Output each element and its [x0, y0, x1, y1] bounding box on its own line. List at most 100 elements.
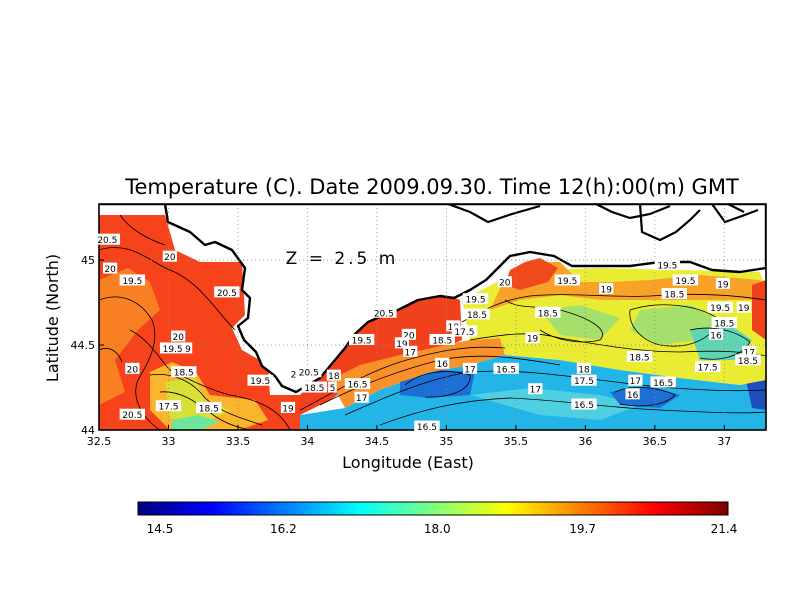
contour-label-box: [654, 259, 681, 271]
contour-label: 17: [403, 345, 418, 358]
contour-label-box: [462, 293, 489, 305]
contour-label: 17: [742, 345, 757, 358]
contour-label: 17.5: [451, 325, 478, 338]
contour-label-text: 19.5: [557, 277, 577, 287]
contour-label-box: [280, 401, 296, 413]
x-tick-label: 32.5: [87, 435, 112, 448]
contour-label: 17: [528, 383, 543, 396]
contour-label-text: 17: [744, 348, 755, 358]
contour-label-text: 19.5: [657, 262, 677, 272]
sea-of-azov-coast: [447, 204, 759, 242]
contour-label: 20.5: [371, 306, 397, 319]
contour-label-box: [354, 391, 369, 403]
contour-label-text: 16: [710, 331, 722, 341]
contour-label-box: [155, 400, 182, 412]
contour-label-box: [394, 337, 410, 349]
crimea-peninsula: [99, 204, 766, 394]
contour-label: 19: [394, 337, 410, 350]
contour-label-text: 20: [403, 331, 415, 341]
contour-label: 19.5: [654, 259, 681, 272]
x-axis-ticks: 32.5 33 33.5 34 34.5 35 35.5 36 36.5 37: [87, 425, 731, 448]
contour-label-text: 20.5: [299, 369, 319, 379]
contour-label-box: [171, 366, 197, 378]
contour-label: 20: [401, 328, 416, 341]
contour-label-box: [554, 274, 580, 286]
contour-label-box: [119, 408, 146, 420]
colorbar-tick-label: 16.2: [270, 522, 297, 536]
contour-label-box: [736, 301, 751, 313]
contour-label: 20.5: [94, 233, 121, 246]
contour-label-box: [119, 274, 146, 286]
colorbar-ticks: 14.5 16.2 18.0 19.7 21.4: [147, 522, 738, 536]
contour-label-text: 19: [600, 285, 612, 295]
contour-label-text: 18.5: [304, 384, 324, 394]
contour-label-box: [462, 362, 478, 374]
contour-label: 16.5: [344, 378, 371, 391]
contour-label: 2: [289, 367, 298, 380]
contour-label-text: 18.5: [174, 369, 194, 379]
colorbar-tick-label: 21.4: [711, 522, 738, 536]
contour-label: 16: [708, 328, 724, 341]
contour-label-text: 16: [627, 391, 639, 401]
contour-label-text: 16.5: [417, 423, 437, 433]
contour-label-text: 18: [578, 365, 590, 375]
contour-label-box: [159, 342, 186, 354]
contour-label-box: [301, 381, 328, 393]
contour-label-text: 19.5: [250, 377, 270, 387]
y-tick-label: 44: [81, 424, 95, 437]
contour-label: 18.5: [196, 401, 222, 414]
contour-label: 19.5: [247, 374, 273, 387]
contour-label-text: 18: [328, 372, 340, 382]
contour-label-text: 18.5: [432, 336, 452, 346]
contour-label-box: [326, 369, 341, 381]
contour-label: 20.5: [214, 286, 240, 299]
contour-label-box: [103, 262, 118, 274]
contour-label-text: 17: [356, 394, 367, 404]
contour-label: 19.5: [554, 274, 580, 287]
colorbar-tick-label: 14.5: [147, 522, 174, 536]
contour-label-box: [742, 345, 757, 357]
contour-label-box: [735, 354, 761, 366]
contour-label: 17.5: [155, 400, 182, 413]
contour-label: 17: [354, 391, 369, 404]
contour-label-text: 18.5: [664, 291, 684, 301]
contour-label-text: 19.5: [163, 345, 183, 355]
y-tick-label: 44.5: [71, 339, 96, 352]
contour-label: 18.5: [429, 333, 455, 346]
colorbar-tick-label: 18.0: [424, 522, 451, 536]
contour-label-box: [528, 383, 543, 395]
contour-label: 19: [736, 301, 751, 314]
contour-label-text: 19: [282, 404, 294, 414]
contour-label-text: 17.5: [574, 377, 594, 387]
y-tick-label: 45: [81, 254, 95, 267]
contour-label: 19.5: [159, 342, 186, 355]
contour-label-box: [183, 342, 193, 354]
contour-label-box: [711, 316, 738, 328]
contour-label: 19.5: [119, 274, 146, 287]
contour-label-text: 18.5: [538, 309, 558, 319]
contour-label-text: 19: [396, 340, 408, 350]
contour-label: 18.5: [301, 381, 328, 394]
contour-label-box: [171, 330, 186, 342]
contour-label-box: [694, 361, 721, 373]
contour-label-text: 18.5: [714, 319, 734, 329]
contour-label-text: 16.5: [347, 381, 367, 391]
contour-label-text: 19.5: [352, 336, 372, 346]
contour-label: 9: [183, 342, 193, 355]
contour-label-box: [576, 362, 592, 374]
contour-label-text: 17: [405, 348, 416, 358]
contour-label-box: [371, 306, 397, 318]
contour-label: 19: [715, 277, 731, 290]
colorbar-tick-label: 19.7: [569, 522, 596, 536]
x-tick-label: 34.5: [365, 435, 390, 448]
contour-label-text: 18.5: [467, 311, 487, 321]
contour-label-text: 18.5: [630, 353, 650, 363]
x-tick-label: 34: [300, 435, 314, 448]
contour-label: 17.5: [694, 361, 721, 374]
contour-label-box: [626, 350, 653, 362]
contour-label-box: [661, 288, 687, 300]
contour-label-box: [525, 332, 540, 344]
contour-label-text: 20: [164, 253, 176, 263]
contour-label-text: 20.5: [374, 309, 394, 319]
contour-label: 18.5: [171, 366, 197, 379]
